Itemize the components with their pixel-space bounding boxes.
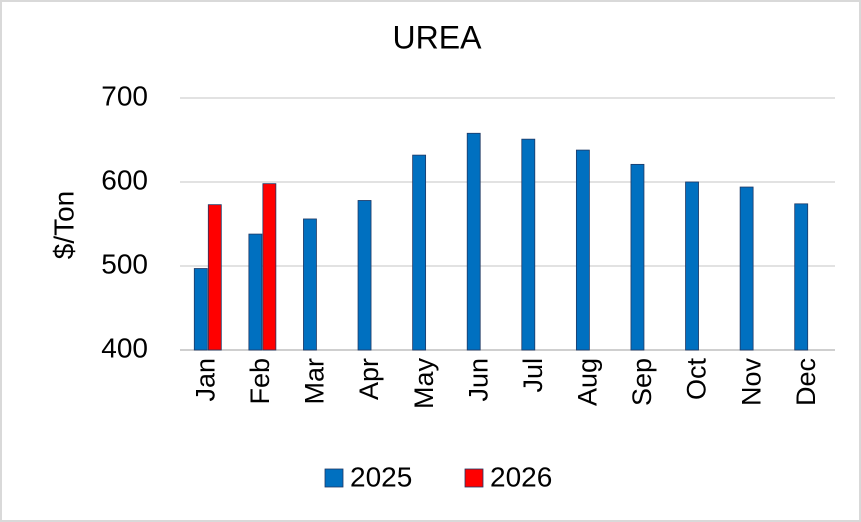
bar [739, 186, 754, 351]
x-tick-label: Jan [190, 358, 220, 402]
x-tick-label: Aug [573, 358, 603, 406]
y-tick-label: 400 [101, 332, 148, 363]
bar [248, 233, 263, 351]
legend-label: 2025 [350, 461, 412, 492]
chart-title: UREA [393, 19, 483, 55]
bar [521, 138, 536, 351]
bar [575, 149, 590, 351]
bar [630, 163, 645, 351]
x-tick-label: Oct [682, 358, 712, 401]
bar [412, 154, 427, 351]
x-tick-label: May [409, 358, 439, 410]
x-tick-label: Feb [245, 358, 275, 405]
bar [193, 268, 208, 351]
y-tick-label: 500 [101, 248, 148, 279]
bar [207, 204, 222, 351]
x-tick-label: Apr [354, 358, 384, 400]
bar [466, 132, 481, 351]
bar [262, 183, 277, 351]
legend-label: 2026 [490, 461, 552, 492]
legend-swatch [324, 468, 344, 488]
bar [303, 218, 317, 351]
bar [794, 203, 809, 351]
x-tick-label: Dec [791, 358, 821, 406]
x-tick-label: Jun [463, 358, 493, 402]
y-tick-label: 600 [101, 164, 148, 195]
legend-swatch [464, 468, 484, 488]
x-tick-label: Jul [518, 358, 548, 393]
bar [357, 200, 372, 351]
x-tick-label: Nov [736, 358, 766, 407]
x-tick-label: Sep [627, 358, 657, 406]
y-axis-label: $/Ton [48, 191, 79, 260]
bar [685, 181, 699, 351]
x-tick-label: Mar [300, 358, 330, 405]
y-tick-label: 700 [101, 80, 148, 111]
